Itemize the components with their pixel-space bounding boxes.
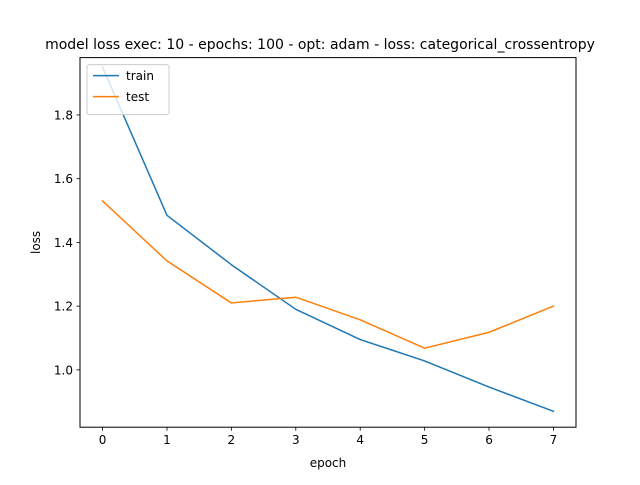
plot-lines	[101, 66, 555, 413]
legend-label-train: train	[126, 69, 154, 83]
y-axis-ticks: 1.0 1.2 1.4 1.6 1.8	[54, 108, 80, 377]
x-tick-label: 3	[292, 433, 300, 447]
x-tick-label: 1	[163, 433, 171, 447]
x-tick-label: 2	[228, 433, 236, 447]
y-axis-label: loss	[29, 231, 43, 254]
y-tick-label: 1.6	[54, 172, 73, 186]
x-tick-label: 7	[550, 433, 558, 447]
x-tick-label: 5	[421, 433, 429, 447]
x-tick-label: 0	[99, 433, 107, 447]
y-tick-label: 1.8	[54, 108, 73, 122]
series-line-train	[101, 66, 555, 413]
x-tick-label: 4	[356, 433, 364, 447]
x-axis-ticks: 0 1 2 3 4 5 6 7	[99, 427, 558, 447]
legend: train test	[86, 64, 170, 116]
x-axis-label: epoch	[310, 456, 347, 470]
y-tick-label: 1.2	[54, 300, 73, 314]
y-tick-label: 1.0	[54, 363, 73, 377]
x-tick-label: 6	[485, 433, 493, 447]
chart-title: model loss exec: 10 - epochs: 100 - opt:…	[45, 37, 595, 53]
legend-label-test: test	[126, 90, 149, 104]
legend-box	[86, 64, 170, 116]
y-tick-label: 1.4	[54, 236, 73, 250]
series-line-test	[101, 199, 555, 349]
